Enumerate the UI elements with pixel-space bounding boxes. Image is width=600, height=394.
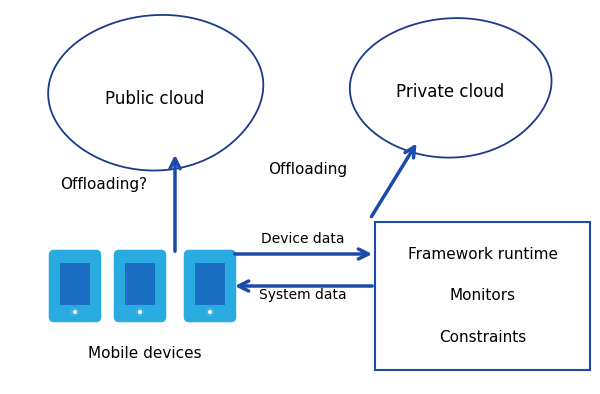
Text: Offloading: Offloading	[268, 162, 347, 177]
FancyBboxPatch shape	[185, 251, 235, 321]
Text: System data: System data	[259, 288, 347, 302]
Bar	[60, 263, 90, 305]
Text: Monitors: Monitors	[449, 288, 515, 303]
Circle shape	[72, 309, 78, 315]
Text: Private cloud: Private cloud	[396, 83, 504, 101]
FancyBboxPatch shape	[50, 251, 100, 321]
FancyBboxPatch shape	[115, 251, 165, 321]
Polygon shape	[350, 18, 551, 158]
Text: Device data: Device data	[261, 232, 345, 246]
Bar	[375, 222, 590, 370]
Bar	[125, 263, 155, 305]
Text: Offloading?: Offloading?	[60, 177, 147, 191]
Circle shape	[137, 309, 143, 315]
Text: Constraints: Constraints	[439, 330, 526, 345]
Polygon shape	[48, 15, 263, 171]
Bar	[195, 263, 225, 305]
Text: Public cloud: Public cloud	[106, 90, 205, 108]
Text: Mobile devices: Mobile devices	[88, 346, 202, 362]
Circle shape	[207, 309, 213, 315]
Text: Framework runtime: Framework runtime	[407, 247, 557, 262]
